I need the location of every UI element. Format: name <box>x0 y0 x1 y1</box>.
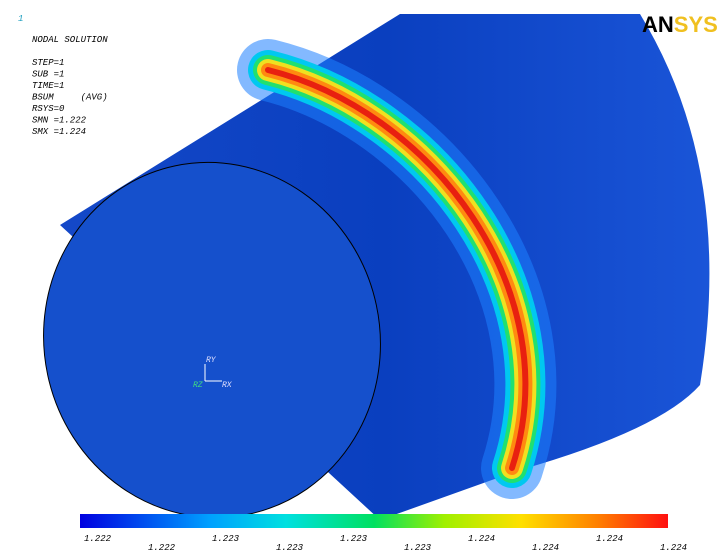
legend-label: 1.222 <box>148 543 176 553</box>
result-param: SMN =1.222 <box>32 116 87 126</box>
window-number: 1 <box>18 14 23 24</box>
contour-legend-bar <box>80 514 668 528</box>
result-param: BSUM (AVG) <box>32 93 108 103</box>
triad-label: RY <box>206 356 217 365</box>
triad-label: RX <box>222 381 233 390</box>
legend-label: 1.223 <box>212 534 240 544</box>
logo-part: SYS <box>674 12 718 37</box>
result-param: SMX =1.224 <box>32 127 86 137</box>
result-title: NODAL SOLUTION <box>32 35 108 45</box>
result-param: STEP=1 <box>32 58 64 68</box>
legend-label: 1.223 <box>276 543 304 553</box>
logo: ANSYS <box>642 12 718 37</box>
legend-label: 1.224 <box>596 534 623 544</box>
result-param: TIME=1 <box>32 81 64 91</box>
ansys-viewport: RY RX RZ 1 NODAL SOLUTION STEP=1 SUB =1TI… <box>0 0 726 553</box>
result-param: RSYS=0 <box>32 104 65 114</box>
legend-label: 1.224 <box>660 543 687 553</box>
legend-label: 1.224 <box>468 534 495 544</box>
result-param: SUB =1 <box>32 70 64 80</box>
legend-label: 1.222 <box>84 534 112 544</box>
legend-label: 1.224 <box>532 543 559 553</box>
triad-label: RZ <box>193 381 203 390</box>
legend-label: 1.223 <box>340 534 368 544</box>
logo-part: AN <box>642 12 674 37</box>
legend-label: 1.223 <box>404 543 432 553</box>
